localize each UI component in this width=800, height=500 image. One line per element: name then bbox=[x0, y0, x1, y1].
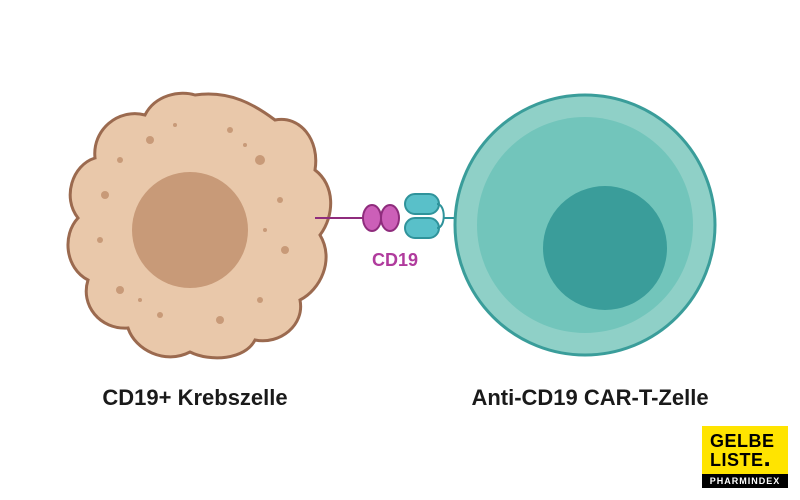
speckle bbox=[243, 143, 247, 147]
speckle bbox=[277, 197, 283, 203]
car-receptor-top bbox=[405, 194, 439, 214]
cd19-label: CD19 bbox=[372, 250, 418, 271]
logo-line2-wrap: LISTE. bbox=[710, 451, 780, 470]
speckle bbox=[117, 157, 123, 163]
speckle bbox=[173, 123, 177, 127]
speckle bbox=[97, 237, 103, 243]
cd19-interaction bbox=[315, 194, 457, 238]
cancer-cell-label: CD19+ Krebszelle bbox=[60, 385, 330, 411]
speckle bbox=[257, 297, 263, 303]
logo-line2: LISTE bbox=[710, 450, 764, 470]
car-receptor-bottom bbox=[405, 218, 439, 238]
speckle bbox=[227, 127, 233, 133]
logo-dot: . bbox=[764, 442, 772, 472]
cd19-antigen-lobe-2 bbox=[381, 205, 399, 231]
speckle bbox=[263, 228, 267, 232]
speckle bbox=[146, 136, 154, 144]
cd19-antigen-lobe-1 bbox=[363, 205, 381, 231]
logo-yellow-box: GELBE LISTE. bbox=[702, 426, 788, 474]
cancer-cell-nucleus bbox=[132, 172, 248, 288]
t-cell-nucleus bbox=[543, 186, 667, 310]
speckle bbox=[255, 155, 265, 165]
brand-logo: GELBE LISTE. PHARMINDEX bbox=[702, 426, 788, 488]
speckle bbox=[157, 312, 163, 318]
speckle bbox=[138, 298, 142, 302]
t-cell bbox=[455, 95, 715, 355]
speckle bbox=[281, 246, 289, 254]
logo-sub: PHARMINDEX bbox=[702, 474, 788, 488]
speckle bbox=[216, 316, 224, 324]
speckle bbox=[116, 286, 124, 294]
cancer-cell bbox=[68, 93, 331, 358]
speckle bbox=[101, 191, 109, 199]
t-cell-label: Anti-CD19 CAR-T-Zelle bbox=[440, 385, 740, 411]
